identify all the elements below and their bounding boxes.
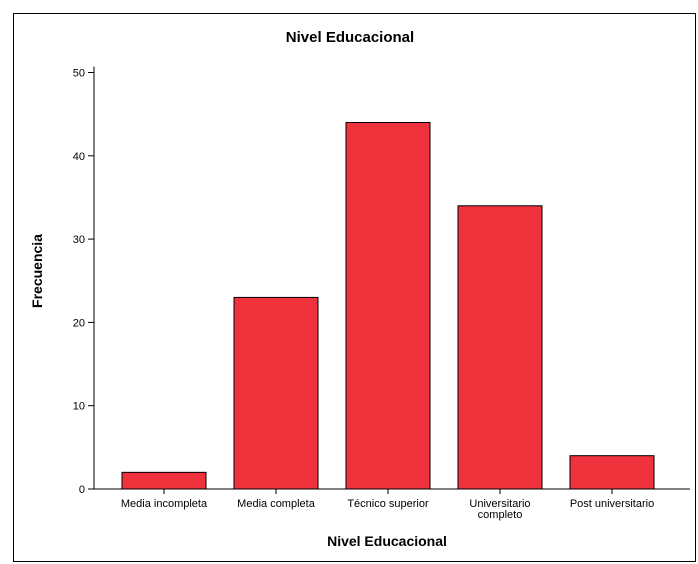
- y-tick-label: 10: [73, 401, 85, 413]
- bar: [345, 121, 431, 490]
- bar: [457, 205, 543, 490]
- x-tick-label: Post universitario: [570, 498, 654, 510]
- x-tick-label: Técnico superior: [347, 498, 429, 510]
- y-tick-label: 50: [73, 68, 85, 80]
- bar: [569, 455, 655, 490]
- bar: [121, 471, 207, 490]
- x-tick-label: Media completa: [237, 498, 316, 510]
- plot-area: 0 10 20 30 40 50 Media incompleta Media complet…: [73, 66, 690, 521]
- chart-title: Nivel Educacional: [286, 29, 414, 46]
- y-tick-label: 0: [79, 484, 85, 496]
- y-tick-label: 40: [73, 151, 85, 163]
- y-axis-label: Frecuencia: [29, 234, 45, 308]
- bar: [233, 296, 319, 490]
- y-tick-label: 20: [73, 317, 85, 329]
- x-tick-label: Media incompleta: [121, 498, 208, 510]
- x-axis-label: Nivel Educacional: [327, 533, 447, 549]
- y-tick-label: 30: [73, 234, 85, 246]
- x-tick-label: Universitario completo: [469, 498, 530, 521]
